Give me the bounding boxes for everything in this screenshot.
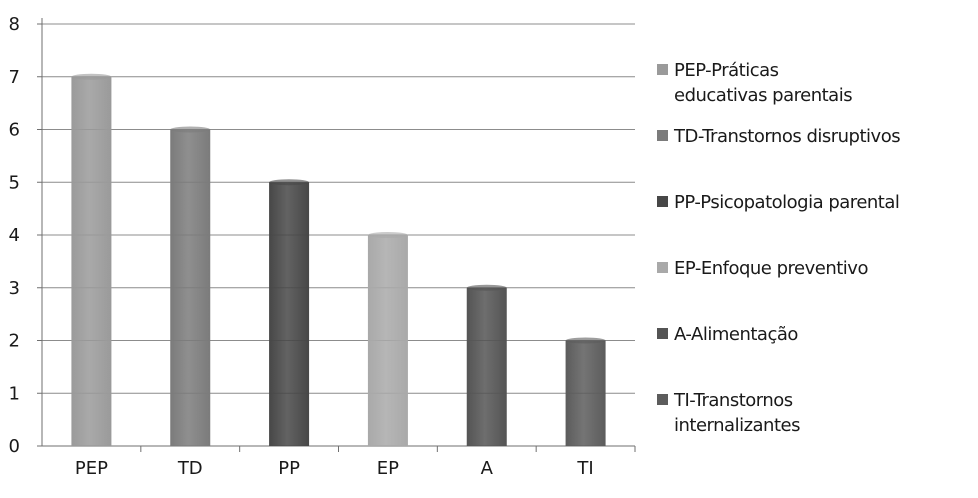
bar-top-cap	[466, 284, 507, 291]
x-tick-label: A	[481, 458, 494, 479]
y-tick-label: 5	[9, 172, 20, 193]
bar-td	[170, 129, 211, 446]
legend-item-ti: TI-Transtornos internalizantes	[657, 388, 977, 454]
bar-top-cap	[367, 232, 408, 238]
x-tick-label: PP	[278, 458, 300, 479]
legend-swatch	[657, 64, 668, 75]
legend-item-td: TD-Transtornos disruptivos	[657, 124, 977, 190]
bars	[71, 73, 606, 446]
x-tick-label: PEP	[75, 458, 108, 479]
y-tick-label: 1	[9, 383, 20, 404]
x-tick-label: EP	[377, 458, 399, 479]
gridlines	[42, 23, 635, 394]
legend-label: TI-Transtornos internalizantes	[674, 390, 800, 436]
y-tick-label: 2	[9, 331, 20, 352]
legend-swatch	[657, 262, 668, 273]
y-tick-label: 3	[9, 278, 20, 299]
legend-label: PEP-Práticas educativas parentais	[674, 60, 853, 106]
legend-label: PP-Psicopatologia parental	[674, 192, 900, 213]
legend-item-ep: EP-Enfoque preventivo	[657, 256, 977, 322]
bar-pp	[269, 182, 310, 446]
legend-swatch	[657, 130, 668, 141]
legend-item-a: A-Alimentação	[657, 322, 977, 388]
axes	[37, 18, 636, 452]
bar-ti	[565, 340, 606, 446]
y-tick-label: 8	[9, 14, 20, 35]
bar-top-cap	[170, 126, 211, 133]
y-tick-label: 6	[9, 120, 20, 141]
legend-swatch	[657, 196, 668, 207]
legend-label: TD-Transtornos disruptivos	[674, 126, 901, 147]
legend-item-pp: PP-Psicopatologia parental	[657, 190, 977, 256]
legend: PEP-Práticas educativas parentais TD-Tra…	[657, 58, 977, 454]
bar-pep	[71, 76, 112, 446]
legend-label: EP-Enfoque preventivo	[674, 258, 868, 279]
axis-labels: 0 1 2 3 4 5 6 7 8 PEP TD PP EP A TI	[9, 14, 594, 479]
legend-swatch	[657, 328, 668, 339]
bar-ep	[367, 235, 408, 446]
bar-top-cap	[71, 73, 112, 80]
legend-item-pep: PEP-Práticas educativas parentais	[657, 58, 977, 124]
x-tick-label: TI	[576, 458, 593, 479]
x-tick-label: TD	[177, 458, 203, 479]
y-tick-label: 0	[9, 436, 20, 457]
y-tick-label: 7	[9, 67, 20, 88]
bar-top-cap	[565, 337, 606, 344]
bar-a	[466, 287, 507, 446]
bar-top-cap	[269, 179, 310, 186]
legend-label: A-Alimentação	[674, 324, 798, 345]
legend-swatch	[657, 394, 668, 405]
y-tick-label: 4	[9, 225, 20, 246]
